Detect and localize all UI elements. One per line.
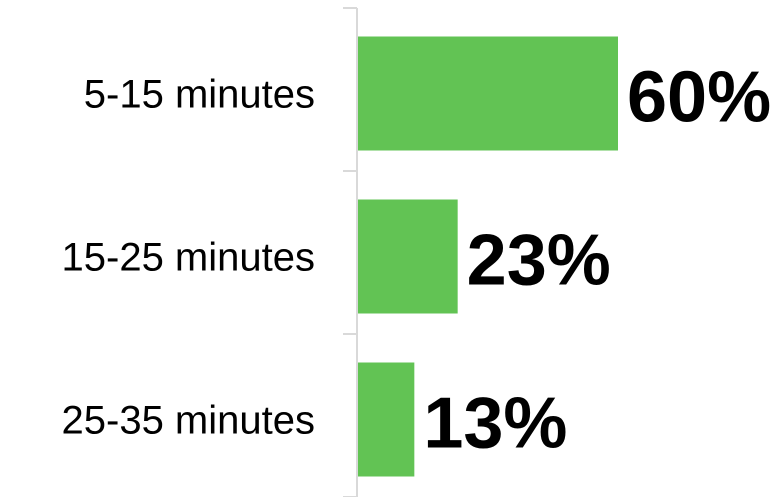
category-label: 25-35 minutes — [62, 399, 315, 443]
value-label: 13% — [423, 384, 567, 464]
category-label: 5-15 minutes — [84, 73, 315, 117]
category-label: 15-25 minutes — [62, 236, 315, 280]
value-label: 23% — [467, 221, 611, 301]
axis-layer — [343, 7, 358, 497]
bar-2 — [358, 199, 458, 314]
bar-layer — [358, 36, 618, 477]
bar-3 — [358, 362, 415, 477]
label-layer: 5-15 minutes 60% 15-25 minutes 23% 25-35 min… — [62, 58, 772, 464]
bar-1 — [358, 36, 618, 151]
value-label: 60% — [627, 58, 771, 138]
